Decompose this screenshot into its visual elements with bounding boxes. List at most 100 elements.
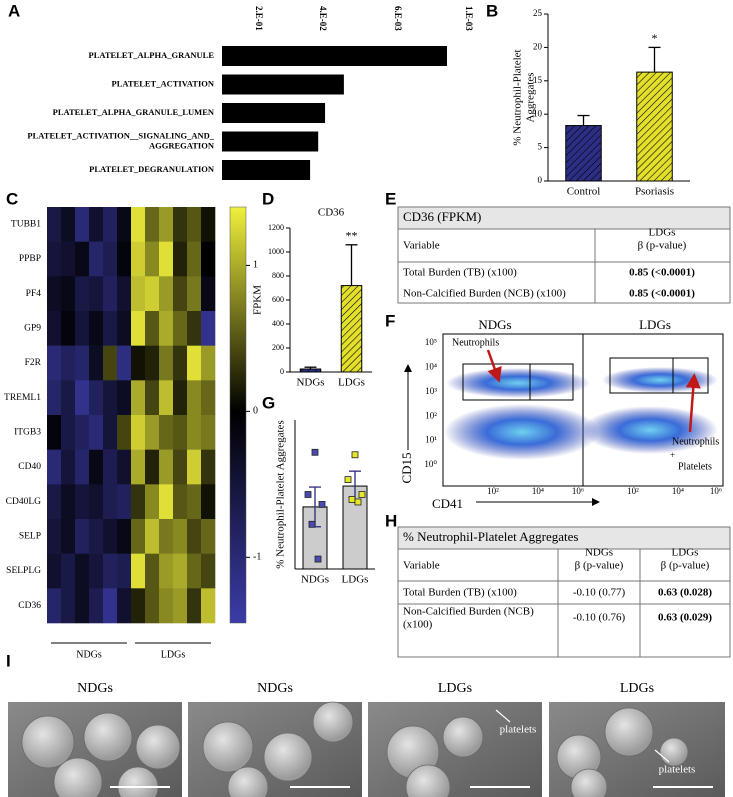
flow-y-tick: 10⁵ <box>425 337 437 347</box>
heat-cell <box>47 588 62 624</box>
heat-cell <box>61 276 76 312</box>
row-label: ITGB3 <box>14 428 41 438</box>
heat-cell <box>75 449 90 485</box>
heat-cell <box>89 380 104 416</box>
data-point <box>314 555 322 563</box>
flow-x-tick: 10⁶ <box>572 486 584 496</box>
heat-cell <box>47 345 62 381</box>
y-tick-label: 1000 <box>268 247 284 256</box>
heat-cell <box>117 311 132 346</box>
heat-cell <box>61 553 76 589</box>
y-tick-label: 15 <box>533 75 543 85</box>
micrographs: NDGs NDGs LDGs platelets LDGs platelets <box>8 681 725 797</box>
text-line: LDGs <box>649 226 676 238</box>
heat-cell <box>145 519 160 554</box>
heat-cell <box>145 276 160 312</box>
category-label: PLATELET_ACTIVATION <box>112 78 215 88</box>
data-point <box>348 496 356 503</box>
y-tick-label: 400 <box>272 319 284 328</box>
heat-cell <box>103 207 118 242</box>
text-line: β (p-value) <box>638 239 687 251</box>
x-tick-label: Control <box>567 186 601 198</box>
category-label: PLATELET_ALPHA_GRANULE <box>89 50 215 60</box>
table-h: % Neutrophil-Platelet Aggregates Variabl… <box>397 526 731 658</box>
heat-cell <box>187 553 202 589</box>
cell <box>659 737 689 767</box>
y-tick-label: 0 <box>538 175 543 185</box>
chart-title: CD36 <box>318 207 345 219</box>
heat-cell <box>159 553 174 589</box>
heat-cell <box>117 345 132 381</box>
heat-cell <box>131 449 146 485</box>
text-line: NDGs <box>585 546 613 558</box>
heat-cell <box>103 553 118 589</box>
heat-cell <box>89 519 104 554</box>
heat-cell <box>117 207 132 242</box>
flow-annotation: Neutrophils <box>672 436 719 447</box>
annotation-arrow <box>486 349 502 383</box>
heat-cell <box>159 311 174 346</box>
heat-cell <box>145 345 160 381</box>
heat-cell <box>89 415 104 450</box>
heat-cell <box>61 588 76 624</box>
heat-cell <box>75 553 90 589</box>
row-label: SELP <box>19 532 41 542</box>
table-header: Variable <box>403 240 440 252</box>
heat-cell <box>145 241 160 277</box>
bar <box>222 46 447 66</box>
significance: * <box>652 31 658 45</box>
heat-cell <box>131 484 146 520</box>
heat-cell <box>89 553 104 589</box>
micrograph-annotation: platelets <box>659 764 696 776</box>
micrograph-title: LDGs <box>620 681 654 696</box>
y-tick-label: 5 <box>538 142 543 152</box>
panel-label: D <box>262 189 274 208</box>
text-line: AGGREGATION <box>149 141 215 151</box>
heat-cell <box>173 241 188 277</box>
text-line: PLATELET_ACTIVATION__SIGNALING_AND_ <box>27 130 214 140</box>
heat-cell <box>89 588 104 624</box>
panel-label: H <box>385 511 397 530</box>
table-cell: Total Burden (TB) (x100) <box>403 587 517 599</box>
heat-cell <box>47 449 62 485</box>
table-title-row <box>397 206 731 230</box>
heat-cell <box>131 311 146 346</box>
colorbar-tick-label: 0 <box>253 406 258 417</box>
heat-cell <box>187 588 202 624</box>
heat-cell <box>75 484 90 520</box>
heat-cell <box>201 380 216 416</box>
x-tick-label: Psoriasis <box>635 186 674 198</box>
cell <box>21 715 75 769</box>
heat-cell <box>61 449 76 485</box>
heat-cell <box>159 519 174 554</box>
heat-cell <box>117 380 132 416</box>
category-label: PLATELET_ALPHA_GRANULE_LUMEN <box>53 107 215 117</box>
y-tick-label: 200 <box>272 343 284 352</box>
panel-label: C <box>6 189 18 208</box>
flow-x-label: CD41 <box>432 496 463 511</box>
row-label: F2R <box>25 358 42 368</box>
heat-cell <box>201 276 216 312</box>
table-title-row <box>397 526 731 550</box>
heat-cell <box>117 519 132 554</box>
heat-cell <box>117 588 132 624</box>
heat-cell <box>103 380 118 416</box>
x-tick-label: LDGs <box>342 574 369 586</box>
y-tick-label: 25 <box>533 8 543 18</box>
data-point <box>358 491 366 498</box>
heat-cell <box>173 345 188 381</box>
panel-label: F <box>385 311 395 330</box>
row-label: GP9 <box>24 324 41 334</box>
heat-cell <box>117 484 132 520</box>
heat-cell <box>47 415 62 450</box>
heat-cell <box>173 449 188 485</box>
text-line: β (p-value) <box>661 559 710 571</box>
heat-cell <box>103 311 118 346</box>
group-label: LDGs <box>161 649 186 660</box>
heat-cell <box>75 415 90 450</box>
row-label: PPBP <box>19 254 41 264</box>
heat-cell <box>47 484 62 520</box>
heat-cell <box>89 241 104 277</box>
flow-y-tick: 10³ <box>425 386 437 396</box>
heat-cell <box>173 484 188 520</box>
